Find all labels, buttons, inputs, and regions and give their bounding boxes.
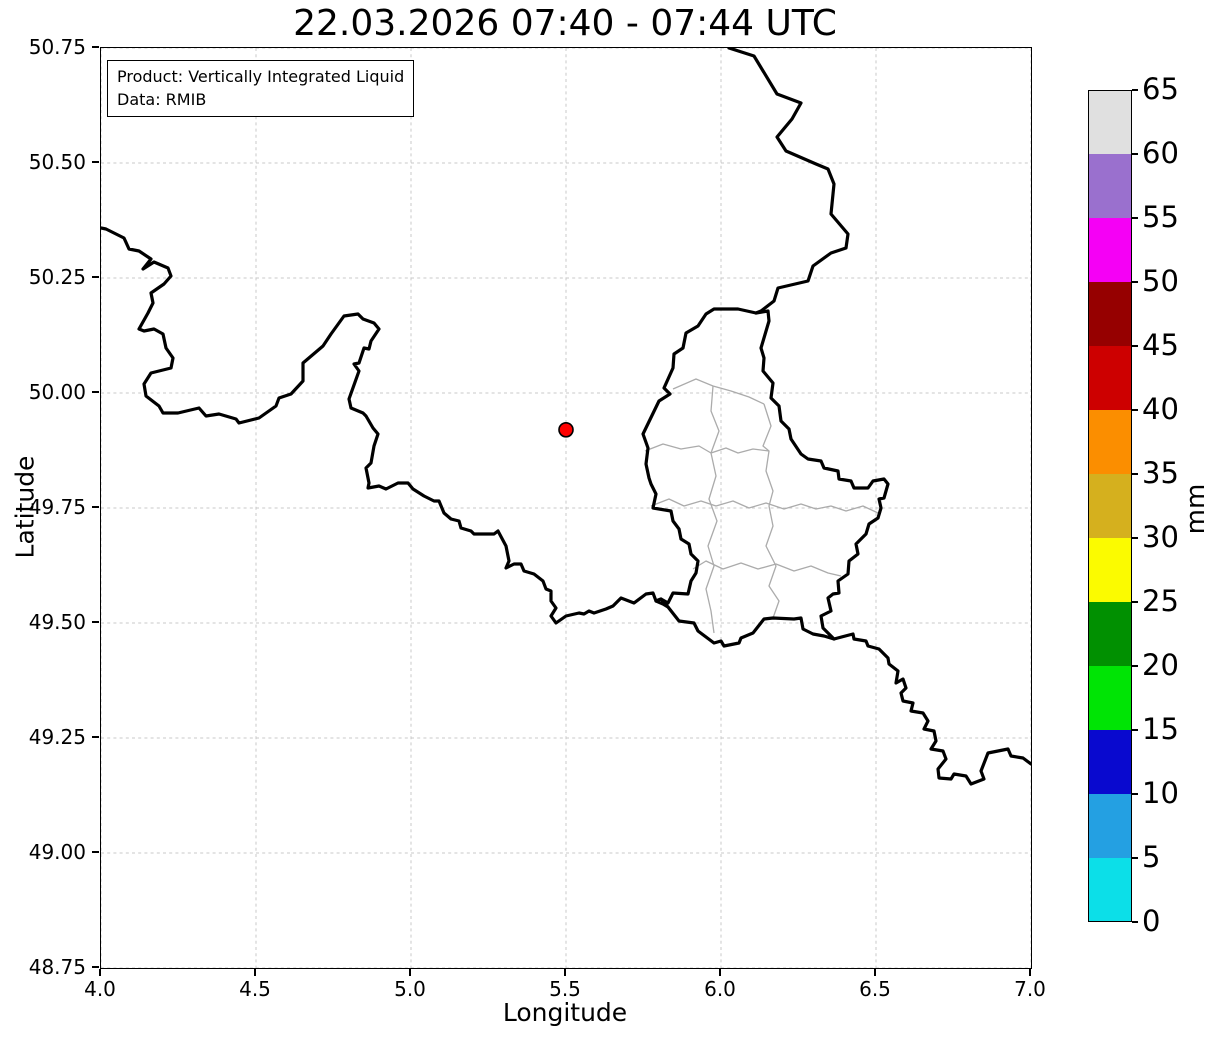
x-tick-label: 5.0 [394,977,426,1001]
colorbar-tick-mark [1132,345,1138,347]
plot-title: 22.03.2026 07:40 - 07:44 UTC [293,3,837,44]
y-tick-mark [91,46,99,48]
colorbar-tick-mark [1132,601,1138,603]
colorbar-tick-mark [1132,409,1138,411]
y-tick-mark [91,966,99,968]
colorbar-segment [1088,602,1132,666]
colorbar-tick-label: 45 [1142,328,1179,362]
colorbar-segment [1088,538,1132,602]
x-tick-mark [564,969,566,976]
colorbar-frame [1088,90,1132,922]
y-tick-label: 49.00 [28,840,86,864]
y-tick-mark [91,736,99,738]
region-border-line [705,385,720,634]
colorbar-tick-label: 40 [1142,392,1179,426]
colorbar-tick-mark [1132,473,1138,475]
colorbar-segment [1088,474,1132,538]
y-tick-label: 49.50 [28,610,86,634]
colorbar-segment [1088,282,1132,346]
x-tick-label: 5.5 [549,977,581,1001]
colorbar-tick-mark [1132,921,1138,923]
colorbar-tick-mark [1132,537,1138,539]
colorbar-tick-label: 60 [1142,136,1179,170]
colorbar-tick-label: 5 [1142,840,1161,874]
x-tick-mark [99,969,101,976]
colorbar-tick-label: 25 [1142,584,1179,618]
colorbar-tick-mark [1132,89,1138,91]
colorbar-segment [1088,410,1132,474]
x-tick-mark [719,969,721,976]
colorbar-tick-label: 35 [1142,456,1179,490]
colorbar-tick-label: 15 [1142,712,1179,746]
y-tick-label: 50.75 [28,35,86,59]
y-tick-mark [91,851,99,853]
region-border-line [672,378,765,405]
map-plot: Product: Vertically Integrated Liquid Da… [100,47,1032,969]
colorbar-segment [1088,730,1132,794]
y-tick-label: 48.75 [28,955,86,979]
colorbar-tick-label: 20 [1142,648,1179,682]
y-tick-label: 49.25 [28,725,86,749]
colorbar-unit-label: mm [1181,483,1211,535]
x-tick-mark [874,969,876,976]
x-tick-mark [1029,969,1031,976]
y-tick-mark [91,276,99,278]
colorbar-tick-mark [1132,729,1138,731]
colorbar-segment [1088,90,1132,154]
colorbar-tick-label: 55 [1142,200,1179,234]
region-border-line [762,403,780,619]
y-tick-label: 49.75 [28,495,86,519]
y-tick-mark [91,621,99,623]
x-tick-label: 6.5 [859,977,891,1001]
colorbar-segment [1088,666,1132,730]
colorbar-segment [1088,218,1132,282]
colorbar-segment [1088,858,1132,922]
country-border-line [101,226,670,625]
data-point-marker [558,421,574,438]
colorbar-tick-label: 10 [1142,776,1179,810]
x-tick-label: 7.0 [1014,977,1046,1001]
y-tick-label: 50.50 [28,150,86,174]
x-tick-label: 6.0 [704,977,736,1001]
country-border-line [832,632,1031,786]
region-border-line [692,560,842,577]
y-tick-label: 50.25 [28,265,86,289]
colorbar-segment [1088,346,1132,410]
y-tick-mark [91,391,99,393]
country-border-line [727,48,850,315]
colorbar-tick-label: 30 [1142,520,1179,554]
x-tick-mark [409,969,411,976]
x-tick-mark [254,969,256,976]
colorbar-tick-mark [1132,281,1138,283]
colorbar-tick-mark [1132,665,1138,667]
colorbar-tick-mark [1132,217,1138,219]
x-tick-label: 4.5 [239,977,271,1001]
product-label: Product: Vertically Integrated Liquid [117,67,405,86]
y-tick-mark [91,506,99,508]
colorbar-tick-label: 65 [1142,72,1179,106]
colorbar-tick-mark [1132,793,1138,795]
colorbar-segment [1088,154,1132,218]
colorbar-tick-label: 0 [1142,904,1161,938]
y-tick-mark [91,161,99,163]
colorbar-segment [1088,794,1132,858]
data-source-label: Data: RMIB [117,90,207,110]
colorbar-tick-label: 50 [1142,264,1179,298]
x-axis-label: Longitude [502,998,628,1027]
map-svg [101,48,1031,968]
country-border-line [641,307,890,648]
region-border-line [644,443,770,454]
colorbar-tick-mark [1132,857,1138,859]
y-tick-label: 50.00 [28,380,86,404]
x-tick-label: 4.0 [84,977,116,1001]
region-border-line [650,498,879,514]
colorbar-tick-mark [1132,153,1138,155]
product-info-box: Product: Vertically Integrated Liquid Da… [107,60,415,118]
